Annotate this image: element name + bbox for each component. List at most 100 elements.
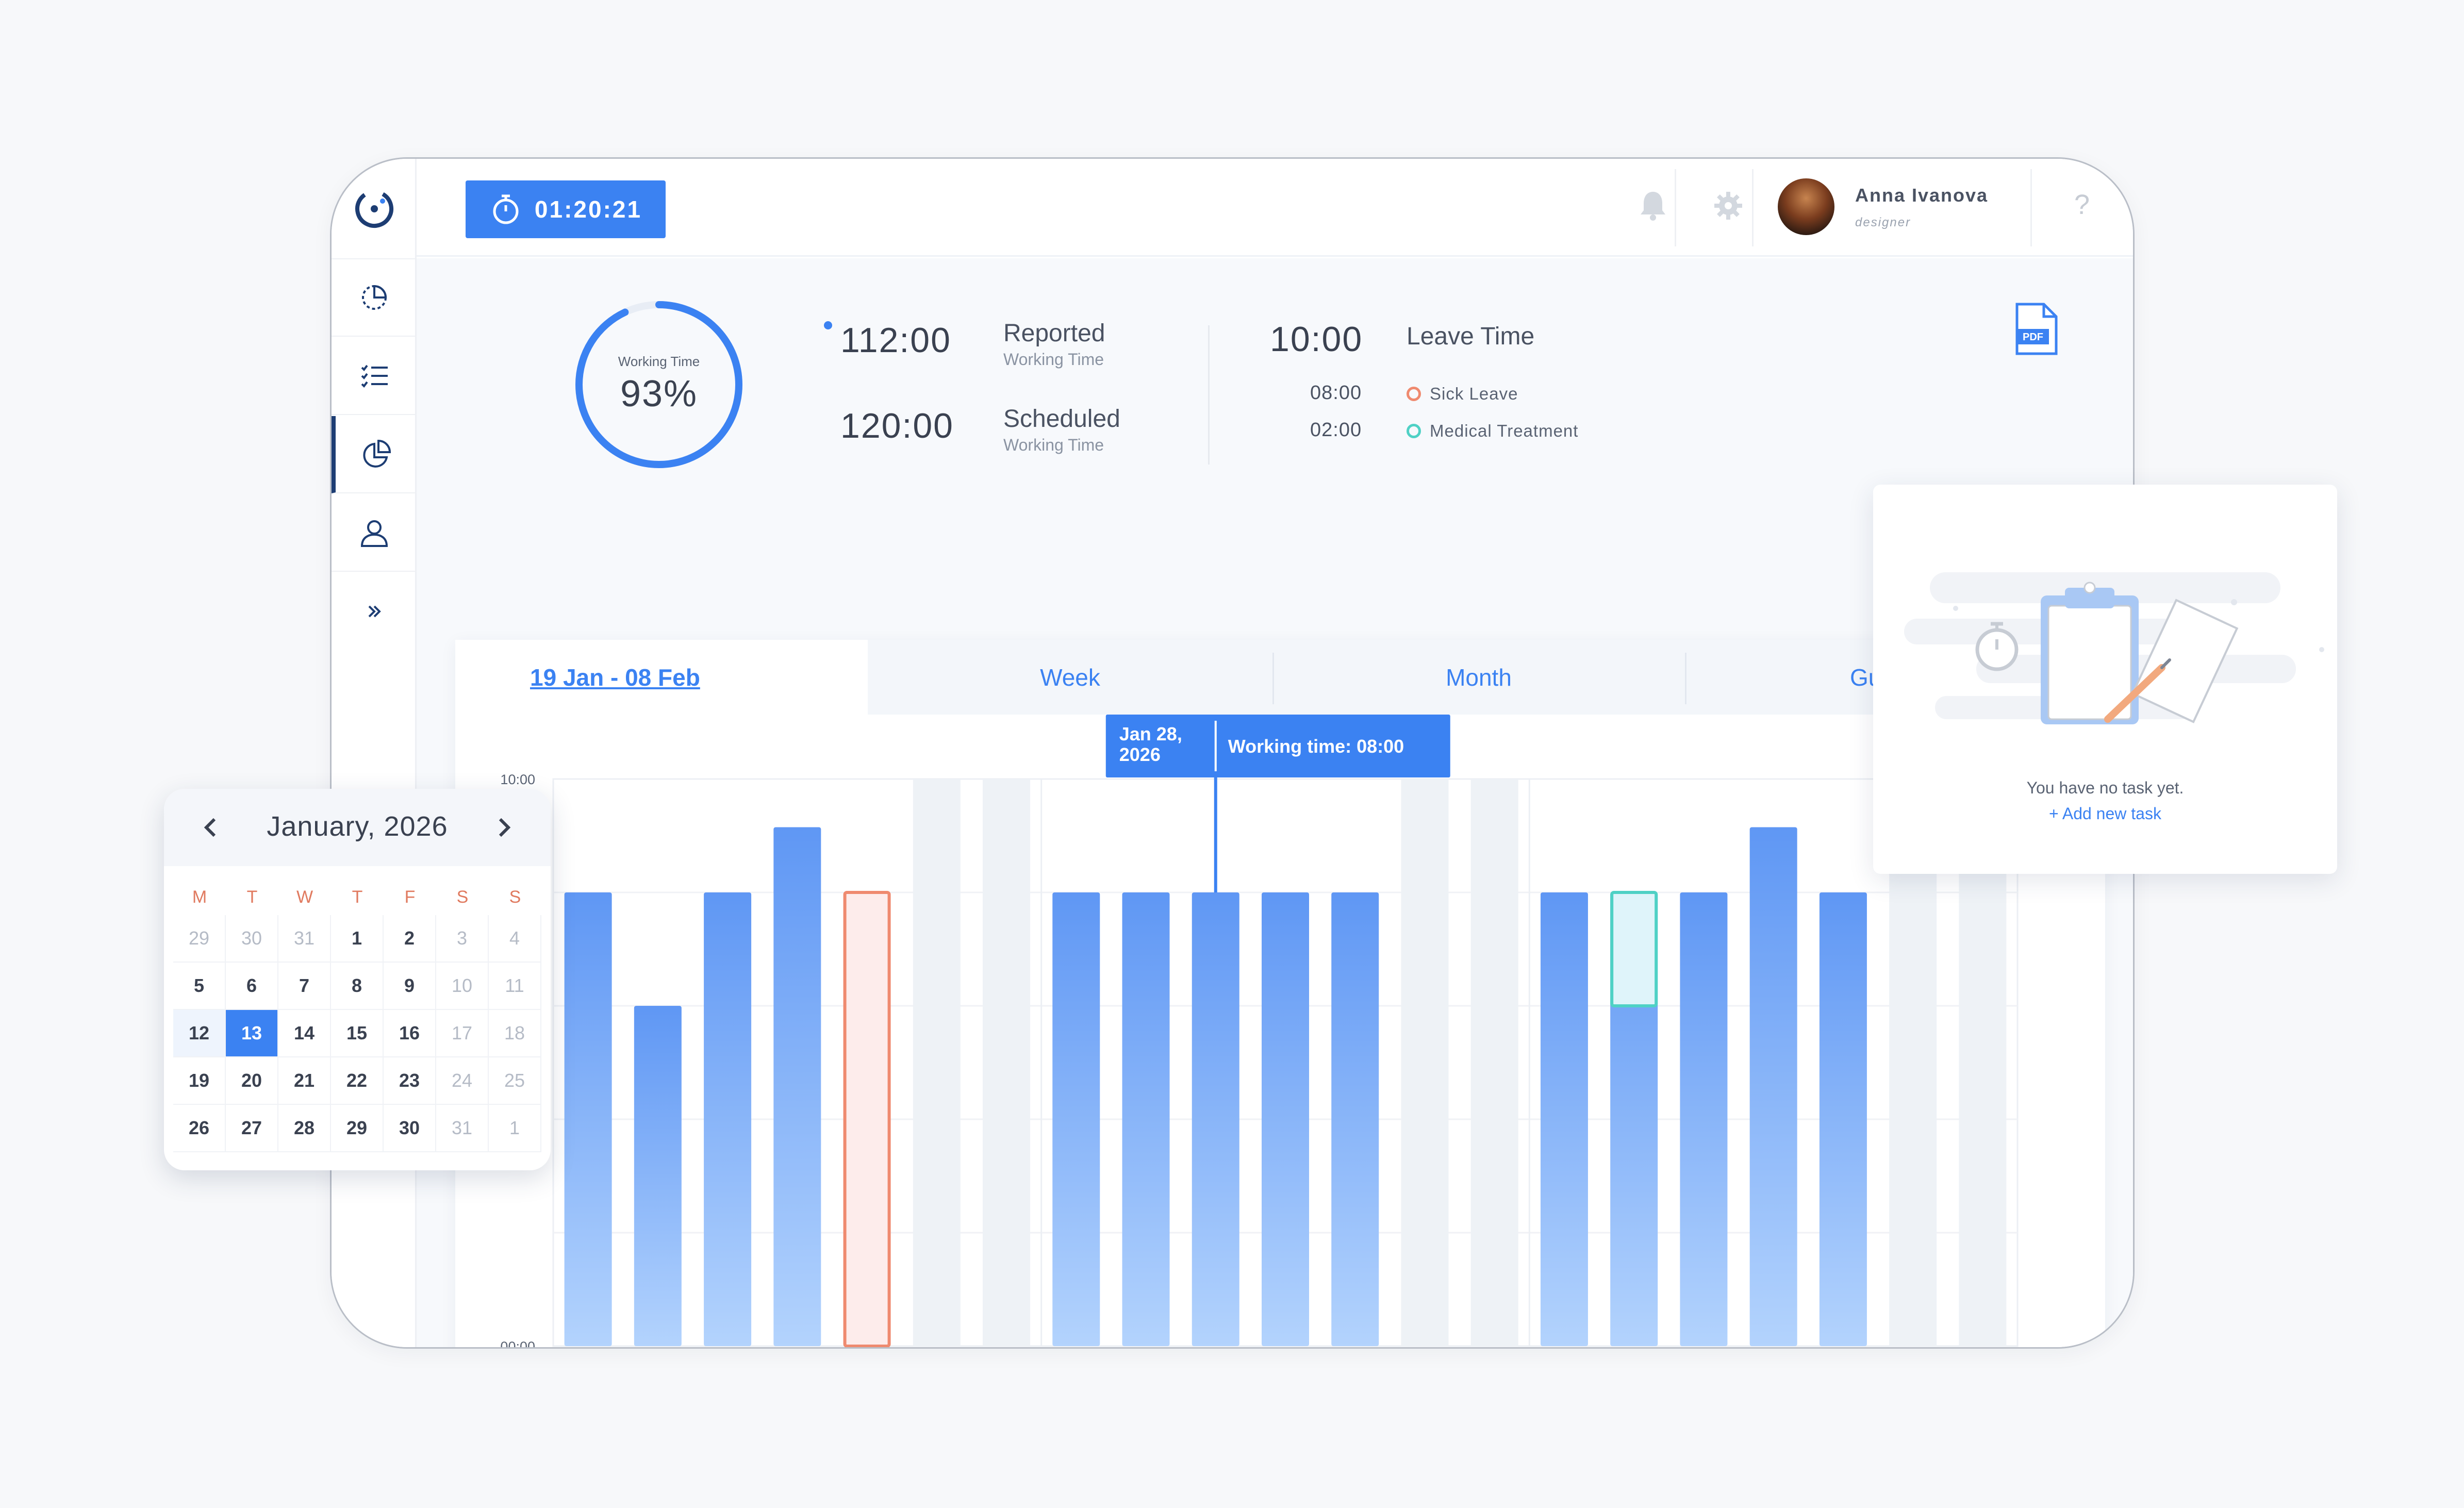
logo-icon bbox=[355, 189, 393, 228]
divider bbox=[1752, 169, 1754, 246]
calendar-day[interactable]: 30 bbox=[226, 915, 278, 963]
calendar-day[interactable]: 1 bbox=[489, 1105, 541, 1152]
tab-month[interactable]: Month bbox=[1446, 664, 1512, 691]
sidebar-item-reports[interactable] bbox=[332, 416, 417, 493]
calendar-week-row: 29 30 31 1 2 3 4 bbox=[173, 915, 541, 963]
calendar-day[interactable]: 3 bbox=[436, 915, 489, 963]
add-task-link[interactable]: + Add new task bbox=[2049, 804, 2161, 823]
working-time-bar[interactable] bbox=[1192, 892, 1239, 1346]
calendar-day[interactable]: 15 bbox=[331, 1010, 384, 1057]
calendar-day[interactable]: 1 bbox=[331, 915, 384, 963]
calendar-day[interactable]: 30 bbox=[384, 1105, 436, 1152]
gauge-arc bbox=[575, 301, 742, 468]
calendar-header: January, 2026 bbox=[164, 789, 551, 866]
calendar-weekday: M bbox=[192, 887, 207, 907]
timer-value: 01:20:21 bbox=[534, 196, 642, 223]
empty-clipboard-illustration bbox=[1904, 572, 2324, 724]
calendar-day[interactable]: 31 bbox=[278, 915, 331, 963]
export-pdf-button[interactable]: PDF bbox=[2015, 302, 2058, 358]
working-time-bar[interactable] bbox=[704, 892, 752, 1346]
calendar-day[interactable]: 7 bbox=[278, 963, 331, 1010]
calendar-day[interactable]: 4 bbox=[489, 915, 541, 963]
calendar-day[interactable]: 26 bbox=[173, 1105, 226, 1152]
sidebar-item-tasks[interactable] bbox=[332, 338, 417, 415]
working-time-bar[interactable] bbox=[1262, 892, 1309, 1346]
working-time-bar[interactable] bbox=[1749, 827, 1797, 1347]
help-button[interactable]: ? bbox=[2074, 189, 2090, 220]
tooltip-date: Jan 28, bbox=[1119, 723, 1182, 744]
working-time-bar[interactable] bbox=[1331, 892, 1379, 1346]
medical-label: Medical Treatment bbox=[1430, 421, 1579, 440]
calendar-day[interactable]: 16 bbox=[384, 1010, 436, 1057]
calendar-prev-button[interactable] bbox=[200, 812, 221, 850]
stopwatch-icon bbox=[1975, 622, 2019, 671]
working-time-bar[interactable] bbox=[1122, 892, 1170, 1346]
calendar-day[interactable]: 14 bbox=[278, 1010, 331, 1057]
sidebar-item-profile[interactable] bbox=[332, 494, 417, 572]
calendar-week-row: 12 13 14 15 16 17 18 bbox=[173, 1010, 541, 1057]
sidebar-item-timer[interactable] bbox=[332, 259, 417, 337]
tooltip bbox=[1105, 715, 1450, 777]
pie-chart-icon bbox=[362, 439, 391, 468]
calendar-day[interactable]: 6 bbox=[226, 963, 278, 1010]
settings-button[interactable] bbox=[1713, 191, 1743, 223]
divider bbox=[1675, 169, 1676, 246]
calendar-day[interactable]: 5 bbox=[173, 963, 226, 1010]
stopwatch-icon bbox=[493, 194, 519, 224]
calendar-day[interactable]: 17 bbox=[436, 1010, 489, 1057]
calendar-day[interactable]: 10 bbox=[436, 963, 489, 1010]
calendar-day[interactable]: 2 bbox=[384, 915, 436, 963]
tab-range[interactable]: 19 Jan - 08 Feb bbox=[455, 640, 868, 715]
calendar-day[interactable]: 11 bbox=[489, 963, 541, 1010]
calendar-next-button[interactable] bbox=[494, 812, 515, 850]
calendar-weekday: T bbox=[246, 887, 258, 907]
user-name: Anna Ivanova bbox=[1855, 185, 1989, 206]
calendar-day[interactable]: 12 bbox=[173, 1010, 226, 1057]
app-logo[interactable] bbox=[332, 159, 417, 259]
calendar-popup: January, 2026 M T W T F S S 29 30 31 1 2 3 4 5 6 7 8 9 10 11… bbox=[164, 789, 551, 1170]
working-time-bar[interactable] bbox=[773, 827, 821, 1347]
calendar-day[interactable]: 20 bbox=[226, 1057, 278, 1105]
gauge-value: 93% bbox=[620, 373, 698, 415]
working-time-bar[interactable] bbox=[1680, 892, 1728, 1346]
calendar-day[interactable]: 19 bbox=[173, 1057, 226, 1105]
calendar-day[interactable]: 29 bbox=[331, 1105, 384, 1152]
timer-button[interactable]: 01:20:21 bbox=[466, 180, 666, 238]
calendar-day[interactable]: 23 bbox=[384, 1057, 436, 1105]
tab-week[interactable]: Week bbox=[1040, 664, 1100, 691]
calendar-day[interactable]: 18 bbox=[489, 1010, 541, 1057]
reported-subtitle: Working Time bbox=[1003, 350, 1104, 369]
sick-leave-label: Sick Leave bbox=[1430, 384, 1518, 403]
no-tasks-text: You have no task yet. bbox=[2026, 778, 2184, 797]
working-time-bar[interactable] bbox=[1819, 892, 1867, 1346]
working-time-bar[interactable] bbox=[564, 892, 612, 1346]
working-time-bar[interactable] bbox=[1052, 892, 1100, 1346]
calendar-day[interactable]: 24 bbox=[436, 1057, 489, 1105]
sidebar-expand-button[interactable] bbox=[332, 573, 417, 650]
working-time-gauge bbox=[575, 301, 742, 468]
calendar-day[interactable]: 28 bbox=[278, 1105, 331, 1152]
calendar-day[interactable]: 21 bbox=[278, 1057, 331, 1105]
list-icon bbox=[361, 364, 388, 388]
timer-pie-icon bbox=[361, 285, 387, 310]
sick-leave-bar[interactable] bbox=[843, 891, 891, 1347]
scheduled-value: 120:00 bbox=[840, 406, 954, 445]
calendar-day[interactable]: 9 bbox=[384, 963, 436, 1010]
calendar-day-selected[interactable]: 13 bbox=[226, 1010, 278, 1057]
calendar-day[interactable]: 27 bbox=[226, 1105, 278, 1152]
calendar-day[interactable]: 8 bbox=[331, 963, 384, 1010]
avatar[interactable] bbox=[1778, 178, 1834, 235]
notifications-button[interactable] bbox=[1639, 190, 1667, 224]
calendar-title: January, 2026 bbox=[267, 811, 448, 842]
calendar-day[interactable]: 25 bbox=[489, 1057, 541, 1105]
main-content: Working Time 93% 112:00 Reported Working… bbox=[417, 258, 2133, 1347]
sick-leave-value: 08:00 bbox=[1310, 382, 1362, 404]
working-time-bar[interactable] bbox=[1540, 892, 1588, 1346]
chevron-right-icon bbox=[499, 818, 511, 837]
calendar-day[interactable]: 22 bbox=[331, 1057, 384, 1105]
working-time-bar[interactable] bbox=[634, 1006, 682, 1346]
medical-leave-segment[interactable] bbox=[1610, 891, 1658, 1007]
calendar-day[interactable]: 31 bbox=[436, 1105, 489, 1152]
calendar-day[interactable]: 29 bbox=[173, 915, 226, 963]
